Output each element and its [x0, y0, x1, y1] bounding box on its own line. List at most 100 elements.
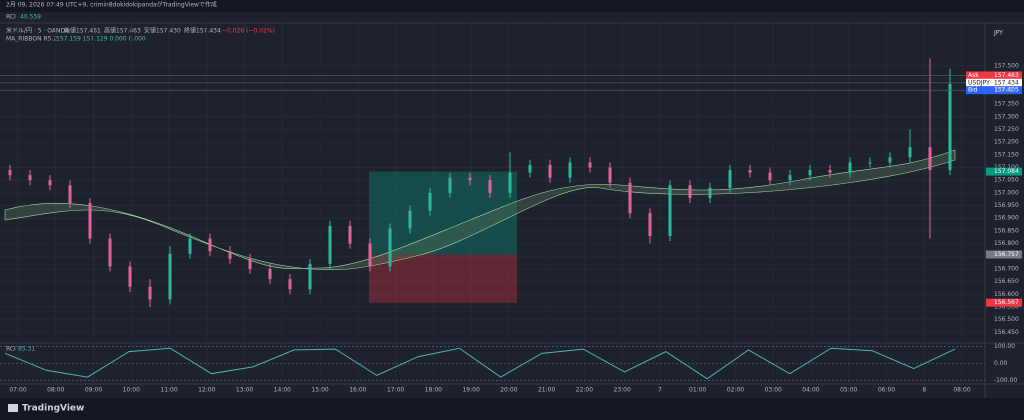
candle-body [868, 162, 872, 164]
x-tick-label: 07:00 [9, 387, 26, 394]
price-badge [986, 86, 1022, 95]
x-tick-label: 05:00 [840, 387, 857, 394]
candle-body [488, 180, 492, 193]
x-tick-label: 03:00 [765, 387, 782, 394]
x-tick-label: 14:00 [274, 387, 291, 394]
candle-body [588, 162, 592, 168]
price-badge [986, 167, 1022, 176]
candle-body [288, 279, 292, 290]
candle-body [728, 170, 732, 188]
y-tick-label: 157.250 [994, 126, 1019, 133]
y-tick-label: 156.600 [994, 291, 1019, 298]
candle-body [828, 170, 832, 173]
take-profit-zone [369, 171, 517, 255]
y-tick-label: 156.700 [994, 265, 1019, 272]
candle-body [108, 238, 112, 267]
y-tick-label: 156.850 [994, 227, 1019, 234]
y-tick-label: 156.550 [994, 304, 1019, 311]
candle-body [908, 147, 912, 158]
y-tick-label: 156.500 [994, 316, 1019, 323]
candle-body [548, 164, 552, 178]
candle-body [648, 213, 652, 236]
rci-tick-label: 0.00 [994, 360, 1008, 367]
logo: TradingView [22, 404, 84, 414]
candle-body [848, 162, 852, 173]
x-tick-label: 01:00 [689, 387, 706, 394]
x-tick-label: 09:00 [85, 387, 102, 394]
candle-body [88, 203, 92, 239]
price-badge-label: 157.463 [994, 72, 1019, 79]
x-tick-label: 12:00 [198, 387, 215, 394]
y-tick-label: 157.350 [994, 101, 1019, 108]
y-tick-label: 157.300 [994, 113, 1019, 120]
price-badge-label: 156.567 [994, 299, 1019, 306]
candle-body [208, 238, 212, 252]
y-tick-label: 156.800 [994, 240, 1019, 247]
price-badge-label: 156.757 [994, 251, 1019, 258]
low-label: 安値157.430 [144, 27, 181, 35]
candle-body [608, 167, 612, 183]
ma-ribbon [4, 149, 956, 271]
x-tick-label: 20:00 [500, 387, 517, 394]
candle-body [688, 185, 692, 198]
y-tick-label: 156.900 [994, 215, 1019, 222]
close-label: 終値157.434 [184, 27, 221, 35]
candle-body [508, 172, 512, 193]
candle-body [668, 185, 672, 236]
y-tick-label: 157.150 [994, 151, 1019, 158]
rci-value: 85.31 [18, 346, 35, 353]
change-label: −0.026 (−0.02%) [222, 28, 275, 35]
x-tick-label: 16:00 [349, 387, 366, 394]
x-tick-label: 06:00 [878, 387, 895, 394]
candle-body [268, 268, 272, 280]
x-tick-label: 13:00 [236, 387, 253, 394]
candle-body [428, 192, 432, 211]
candle-body [148, 286, 152, 300]
y-tick-label: 157.000 [994, 189, 1019, 196]
candle-body [248, 258, 252, 269]
price-tag-bg [966, 71, 986, 80]
candle-body [948, 83, 952, 171]
candle-body [348, 225, 352, 244]
y-tick-label: 157.100 [994, 164, 1019, 171]
candle-body [8, 170, 12, 176]
countdown: 00:42 [996, 86, 1013, 93]
x-tick-label: 7 [658, 387, 662, 394]
x-tick-label: 02:00 [727, 387, 744, 394]
candle-body [888, 157, 892, 163]
stop-loss-zone [369, 254, 517, 303]
candle-body [628, 182, 632, 214]
x-tick-label: 19:00 [462, 387, 479, 394]
candle-body [28, 175, 32, 181]
x-tick-label: 18:00 [425, 387, 442, 394]
candle-body [568, 162, 572, 178]
candle-body [68, 185, 72, 204]
price-badge [986, 71, 1022, 80]
candle-body [708, 187, 712, 198]
x-tick-label: 10:00 [123, 387, 140, 394]
x-tick-label: 22:00 [576, 387, 593, 394]
candle-body [228, 251, 232, 259]
y-tick-label: 157.500 [994, 63, 1019, 70]
x-tick-label: 08:00 [953, 387, 970, 394]
candle-body [768, 172, 772, 181]
price-tag-bg [966, 78, 986, 87]
price-badge [986, 298, 1022, 307]
x-tick-label: 23:00 [614, 387, 631, 394]
price-badge-label: 157.405 [994, 87, 1019, 94]
candle-body [408, 210, 412, 229]
rci-tick-label: 100.00 [994, 343, 1015, 350]
logo-icon [8, 404, 18, 412]
candle-body [388, 228, 392, 267]
y-tick-label: 156.950 [994, 202, 1019, 209]
candle-body [808, 170, 812, 176]
price-badge-label: 157.434 [994, 79, 1019, 86]
top-pane-label: RCI [6, 14, 16, 21]
indicator-legend: MA_RIBBON R5.2 [6, 36, 57, 43]
price-tag: USDJPY [968, 79, 990, 86]
y-tick-label: 156.650 [994, 278, 1019, 285]
x-tick-label: 17:00 [387, 387, 404, 394]
candle-body [188, 238, 192, 254]
candle-body [468, 177, 472, 181]
symbol-legend: 米ドル/円 · 5 · OANDA [6, 27, 70, 35]
